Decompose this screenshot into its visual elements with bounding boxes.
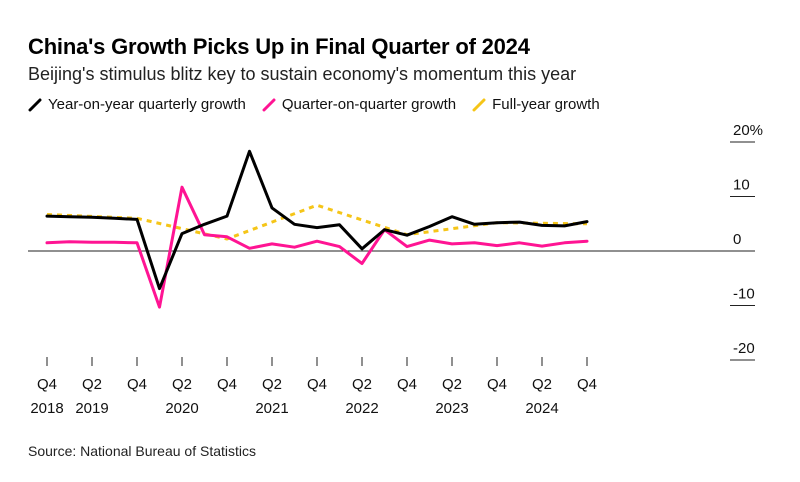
chart-subtitle: Beijing's stimulus blitz key to sustain …	[28, 64, 577, 84]
legend-label-yoy: Year-on-year quarterly growth	[48, 96, 246, 113]
y-tick-label: 10	[733, 177, 750, 194]
y-tick-label: -10	[733, 286, 755, 303]
x-tick-quarter-label: Q2	[172, 376, 192, 393]
x-tick-year-label: 2021	[255, 400, 288, 417]
legend-swatch-qoq	[262, 98, 276, 111]
x-tick-quarter-label: Q4	[577, 376, 597, 393]
x-tick-year-label: 2019	[75, 400, 108, 417]
x-tick-year-label: 2018	[30, 400, 63, 417]
x-tick-quarter-label: Q2	[352, 376, 372, 393]
x-tick-quarter-label: Q2	[262, 376, 282, 393]
x-tick-quarter-label: Q4	[127, 376, 147, 393]
x-tick-year-label: 2024	[525, 400, 558, 417]
x-tick-year-label: 2022	[345, 400, 378, 417]
x-tick-quarter-label: Q2	[532, 376, 552, 393]
x-tick-quarter-label: Q4	[487, 376, 507, 393]
series-line-qoq	[45, 185, 589, 309]
legend-label-full-year: Full-year growth	[492, 96, 600, 113]
x-tick-quarter-label: Q4	[307, 376, 327, 393]
legend-item-yoy: Year-on-year quarterly growth	[28, 96, 246, 113]
legend-swatch-yoy	[28, 98, 42, 111]
x-tick-quarter-label: Q4	[397, 376, 417, 393]
y-tick-label: 20%	[733, 122, 763, 139]
series-line-yoy	[45, 149, 589, 291]
legend-item-qoq: Quarter-on-quarter growth	[262, 96, 456, 113]
legend-swatch-full-year	[472, 98, 486, 111]
x-tick-quarter-label: Q4	[37, 376, 57, 393]
x-tick-year-label: 2023	[435, 400, 468, 417]
legend: Year-on-year quarterly growth Quarter-on…	[28, 96, 616, 113]
legend-label-qoq: Quarter-on-quarter growth	[281, 96, 457, 113]
x-tick-quarter-label: Q4	[217, 376, 237, 393]
legend-item-full-year: Full-year growth	[472, 96, 600, 113]
x-tick-year-label: 2020	[165, 400, 198, 417]
source-note: Source: National Bureau of Statistics	[28, 443, 257, 459]
y-tick-label: 0	[733, 231, 741, 248]
x-tick-quarter-label: Q2	[82, 376, 102, 393]
y-tick-label: -20	[733, 340, 755, 357]
x-tick-quarter-label: Q2	[442, 376, 462, 393]
chart-title: China's Growth Picks Up in Final Quarter…	[28, 34, 530, 59]
